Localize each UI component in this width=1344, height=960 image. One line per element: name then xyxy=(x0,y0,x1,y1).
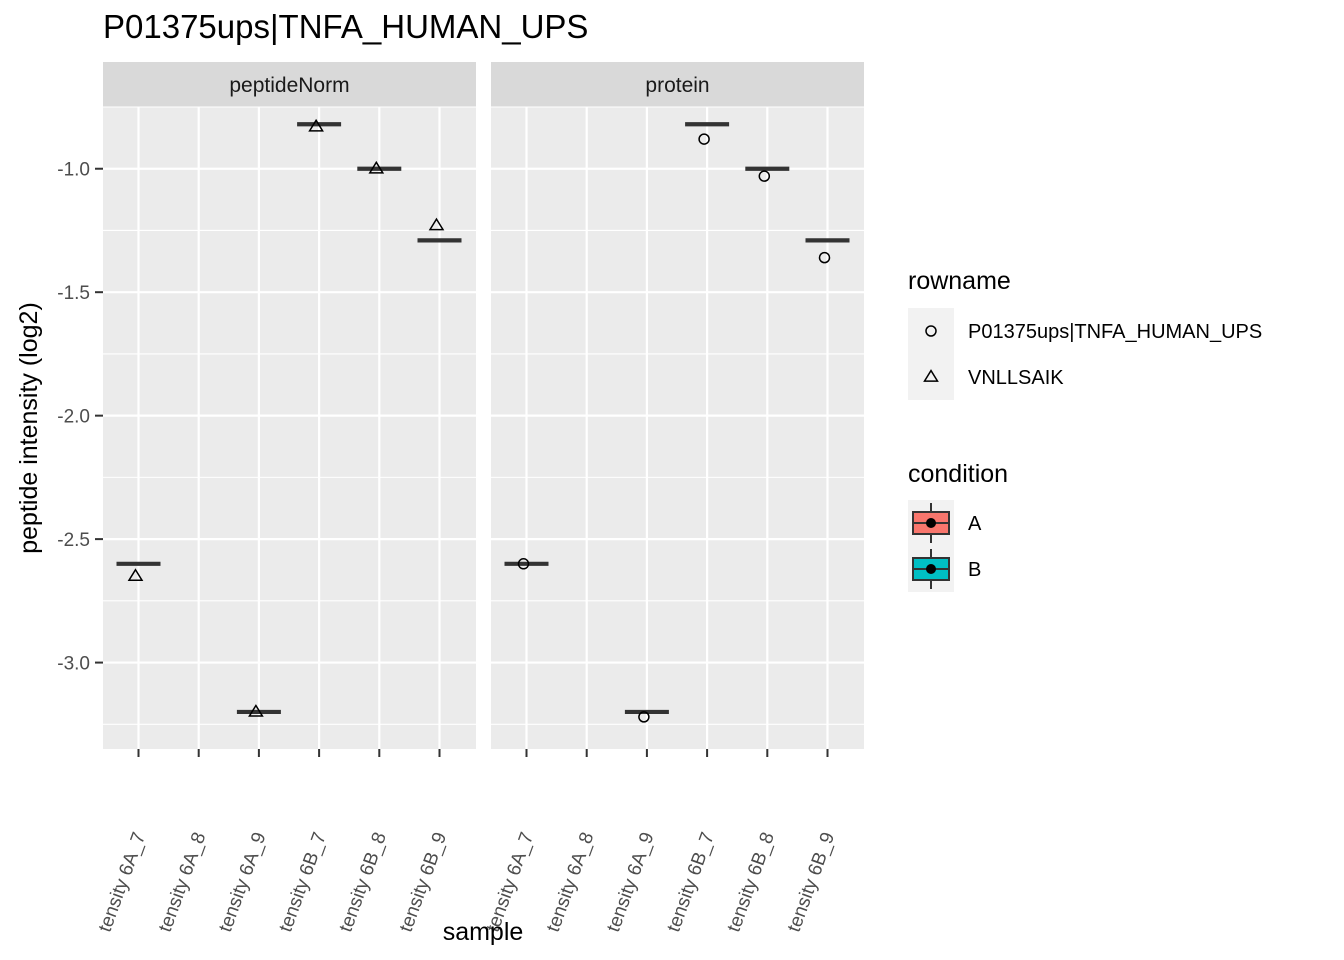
panel-background xyxy=(491,107,864,749)
y-tick-label: -2.0 xyxy=(57,407,90,428)
facet-panel-peptideNorm: peptideNorm xyxy=(103,62,476,749)
legend-title-condition: condition xyxy=(908,460,1008,488)
x-tick-label: tensity 6B_7 xyxy=(663,830,719,935)
data-point-circle xyxy=(638,711,650,723)
x-tick-label: tensity 6A_8 xyxy=(543,830,599,935)
data-point-circle xyxy=(818,251,831,264)
x-tick-label: tensity 6B_7 xyxy=(275,830,331,935)
data-point-circle xyxy=(758,170,771,182)
legend-label: P01375ups|TNFA_HUMAN_UPS xyxy=(968,321,1262,343)
legend-label: VNLLSAIK xyxy=(968,367,1064,389)
facet-strip xyxy=(491,62,864,107)
panel-background xyxy=(103,107,476,749)
legend-key xyxy=(908,308,954,354)
facet-strip xyxy=(103,62,476,107)
x-tick-label: tensity 6A_9 xyxy=(215,830,271,935)
legend-triangle-icon xyxy=(923,369,939,382)
legend: rowname P01375ups|TNFA_HUMAN_UPS VNLLSAIK c… xyxy=(908,267,1262,592)
legend-key xyxy=(908,354,954,400)
x-tick-label: tensity 6B_8 xyxy=(723,830,779,935)
y-axis-title: peptide intensity (log2) xyxy=(15,302,43,554)
data-point-circle xyxy=(517,558,530,570)
legend-circle-icon xyxy=(925,325,937,337)
x-tick-label: tensity 6A_9 xyxy=(603,830,659,935)
x-tick-label: tensity 6B_9 xyxy=(784,830,840,935)
data-point-triangle xyxy=(308,118,324,132)
x-axis-title: sample xyxy=(443,918,524,946)
legend-dot-icon xyxy=(926,518,936,528)
legend-label: B xyxy=(968,559,981,581)
data-point-triangle xyxy=(127,568,144,581)
y-tick-label: -3.0 xyxy=(57,654,90,675)
y-axis: -1.0 -1.5 -2.0 -2.5 -3.0 xyxy=(57,160,103,675)
data-point-triangle xyxy=(248,704,264,717)
x-tick-label: tensity 6B_8 xyxy=(335,830,391,935)
facet-panel-protein: protein xyxy=(491,62,864,749)
y-tick-label: -2.5 xyxy=(57,530,90,551)
facet-panels: peptideNorm protein xyxy=(103,62,864,749)
data-point-triangle xyxy=(368,160,385,174)
facet-strip-label: peptideNorm xyxy=(229,74,349,97)
x-tick-label: tensity 6A_8 xyxy=(155,830,211,935)
data-point-triangle xyxy=(428,217,445,231)
legend-label: A xyxy=(968,513,982,535)
data-point-circle xyxy=(698,133,710,145)
chart-title: P01375ups|TNFA_HUMAN_UPS xyxy=(103,8,588,45)
y-tick-label: -1.5 xyxy=(57,283,90,304)
legend-title-rowname: rowname xyxy=(908,267,1011,295)
legend-dot-icon xyxy=(926,564,936,574)
x-tick-label: tensity 6A_7 xyxy=(95,830,151,935)
facet-strip-label: protein xyxy=(645,74,709,97)
x-axes: tensity 6A_7 tensity 6A_8 tensity 6A_9 tens… xyxy=(95,749,840,935)
y-tick-label: -1.0 xyxy=(57,160,90,181)
